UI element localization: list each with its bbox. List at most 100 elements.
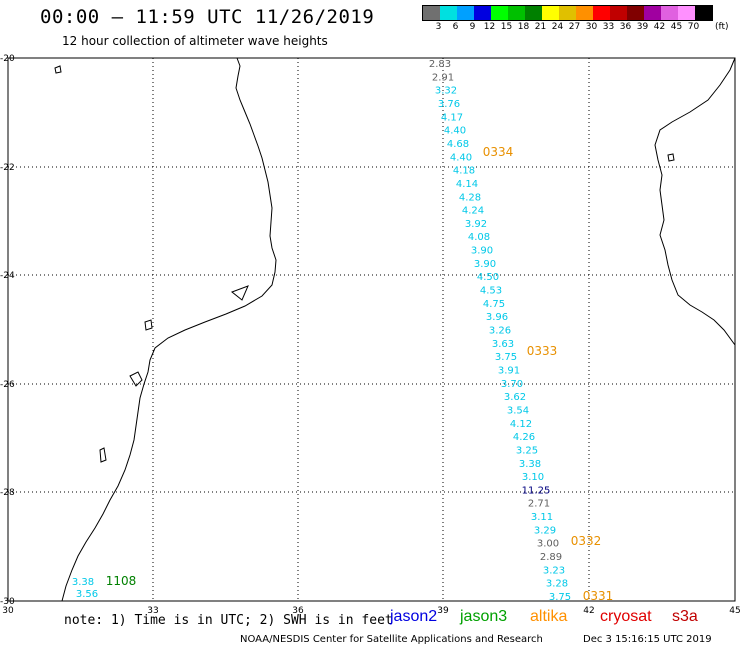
color-scale-swatch bbox=[508, 6, 525, 20]
coastal-feature bbox=[99, 447, 107, 463]
coastal-feature bbox=[144, 319, 153, 331]
latitude-label: -22 bbox=[0, 163, 15, 173]
color-scale-swatch bbox=[678, 6, 695, 20]
credit-line: NOAA/NESDIS Center for Satellite Applica… bbox=[240, 634, 543, 645]
latitude-label: -28 bbox=[0, 488, 15, 498]
latitude-label: -24 bbox=[0, 271, 15, 281]
satellite-legend-altika: altika bbox=[530, 608, 568, 625]
color-scale-swatch bbox=[644, 6, 661, 20]
wave-height-value: 4.14 bbox=[456, 179, 478, 190]
satellite-legend-jason3: jason3 bbox=[460, 608, 508, 625]
wave-height-value: 4.75 bbox=[483, 299, 505, 310]
map-title: 00:00 – 11:59 UTC 11/26/2019 bbox=[40, 6, 375, 28]
wave-height-value: 4.53 bbox=[480, 286, 502, 297]
wave-height-value: 11.25 bbox=[522, 485, 551, 496]
color-scale-tick-label: 3 bbox=[435, 22, 442, 32]
color-scale-tick-label: 9 bbox=[469, 22, 476, 32]
color-scale-swatch bbox=[695, 6, 712, 20]
pass-time-label: 0333 bbox=[527, 344, 558, 358]
wave-height-value: 3.92 bbox=[465, 219, 487, 230]
island bbox=[54, 65, 62, 74]
color-scale-swatch bbox=[593, 6, 610, 20]
color-scale-swatch bbox=[627, 6, 644, 20]
wave-height-value: 3.38 bbox=[72, 577, 94, 588]
color-scale-swatch bbox=[423, 6, 440, 20]
pass-time-label: 1108 bbox=[106, 574, 137, 588]
longitude-label: 45 bbox=[729, 606, 740, 616]
satellite-legend-cryosat: cryosat bbox=[600, 608, 652, 625]
longitude-label: 42 bbox=[583, 606, 594, 616]
africa-coastline bbox=[61, 57, 277, 602]
color-scale-swatch bbox=[525, 6, 542, 20]
coastal-feature bbox=[129, 371, 143, 387]
wave-height-value: 3.25 bbox=[516, 445, 538, 456]
color-scale-swatch bbox=[474, 6, 491, 20]
wave-height-value: 2.83 bbox=[429, 59, 451, 70]
longitude-label: 30 bbox=[2, 606, 14, 616]
pass-time-label: 0334 bbox=[483, 145, 514, 159]
wave-height-value: 3.76 bbox=[438, 99, 460, 110]
color-scale-tick-label: 70 bbox=[687, 22, 700, 32]
wave-height-value: 3.28 bbox=[546, 579, 568, 590]
color-scale-swatch bbox=[542, 6, 559, 20]
wave-height-value: 3.10 bbox=[522, 472, 544, 483]
color-scale-tick-label: 33 bbox=[602, 22, 615, 32]
color-scale-tick-label: 36 bbox=[619, 22, 632, 32]
color-scale-swatch bbox=[610, 6, 627, 20]
wave-height-value: 3.96 bbox=[486, 312, 508, 323]
wave-height-value: 4.40 bbox=[450, 152, 472, 163]
wave-height-value: 3.29 bbox=[534, 525, 556, 536]
generated-timestamp: Dec 3 15:16:15 UTC 2019 bbox=[583, 634, 712, 645]
wave-height-value: 3.23 bbox=[543, 565, 565, 576]
color-scale-unit: (ft) bbox=[715, 22, 729, 32]
wave-height-value: 4.68 bbox=[447, 139, 469, 150]
wave-height-value: 3.54 bbox=[507, 405, 529, 416]
color-scale-tick-label: 12 bbox=[483, 22, 496, 32]
color-scale-tick-label: 45 bbox=[670, 22, 683, 32]
color-scale-swatch bbox=[576, 6, 593, 20]
wave-height-value: 4.28 bbox=[459, 192, 481, 203]
wave-height-value: 3.62 bbox=[504, 392, 526, 403]
color-scale-tick-label: 21 bbox=[534, 22, 547, 32]
color-scale-tick-label: 6 bbox=[452, 22, 459, 32]
wave-height-value: 4.40 bbox=[444, 126, 466, 137]
longitude-label: 39 bbox=[437, 606, 449, 616]
color-scale-tick-label: 24 bbox=[551, 22, 564, 32]
longitude-label: 33 bbox=[147, 606, 158, 616]
wave-height-value: 4.18 bbox=[453, 166, 475, 177]
wave-height-value: 3.56 bbox=[76, 589, 98, 600]
color-scale-tick-label: 39 bbox=[636, 22, 649, 32]
map-subtitle: 12 hour collection of altimeter wave hei… bbox=[62, 34, 328, 48]
satellite-legend-s3a: s3a bbox=[672, 608, 698, 625]
color-scale-swatch bbox=[559, 6, 576, 20]
color-scale-swatch bbox=[457, 6, 474, 20]
wave-height-value: 3.00 bbox=[537, 539, 559, 550]
latitude-label: -20 bbox=[0, 54, 15, 64]
wave-height-value: 4.26 bbox=[513, 432, 535, 443]
satellite-legend-jason2: jason2 bbox=[390, 608, 438, 625]
graticule bbox=[8, 58, 735, 601]
wave-height-value: 3.11 bbox=[531, 512, 553, 523]
wave-height-value: 3.26 bbox=[489, 326, 511, 337]
wave-height-value: 2.89 bbox=[540, 552, 562, 563]
wave-height-value: 2.91 bbox=[432, 72, 454, 83]
wave-height-value: 3.91 bbox=[498, 365, 520, 376]
latitude-label: -26 bbox=[0, 380, 15, 390]
wave-height-value: 3.63 bbox=[492, 339, 514, 350]
wave-height-value: 4.17 bbox=[441, 112, 463, 123]
color-scale-tick-label: 18 bbox=[517, 22, 530, 32]
color-scale-bar bbox=[422, 5, 713, 21]
wave-height-value: 3.75 bbox=[495, 352, 517, 363]
wave-height-value: 3.90 bbox=[471, 246, 493, 257]
wave-height-value: 3.75 bbox=[549, 592, 571, 603]
pass-time-label: 0332 bbox=[571, 534, 602, 548]
island bbox=[667, 153, 675, 162]
longitude-label: 36 bbox=[292, 606, 304, 616]
footer-note: note: 1) Time is in UTC; 2) SWH is in fe… bbox=[64, 613, 393, 628]
color-scale-swatch bbox=[491, 6, 508, 20]
wave-height-value: 4.50 bbox=[477, 272, 499, 283]
color-scale-tick-label: 15 bbox=[500, 22, 513, 32]
color-scale-tick-label: 42 bbox=[653, 22, 666, 32]
color-scale-labels: 3 6 9 12 15 18 21 24 27 30 33 36 39 42 45 70 bbox=[422, 22, 702, 32]
wave-height-value: 3.32 bbox=[435, 86, 457, 97]
